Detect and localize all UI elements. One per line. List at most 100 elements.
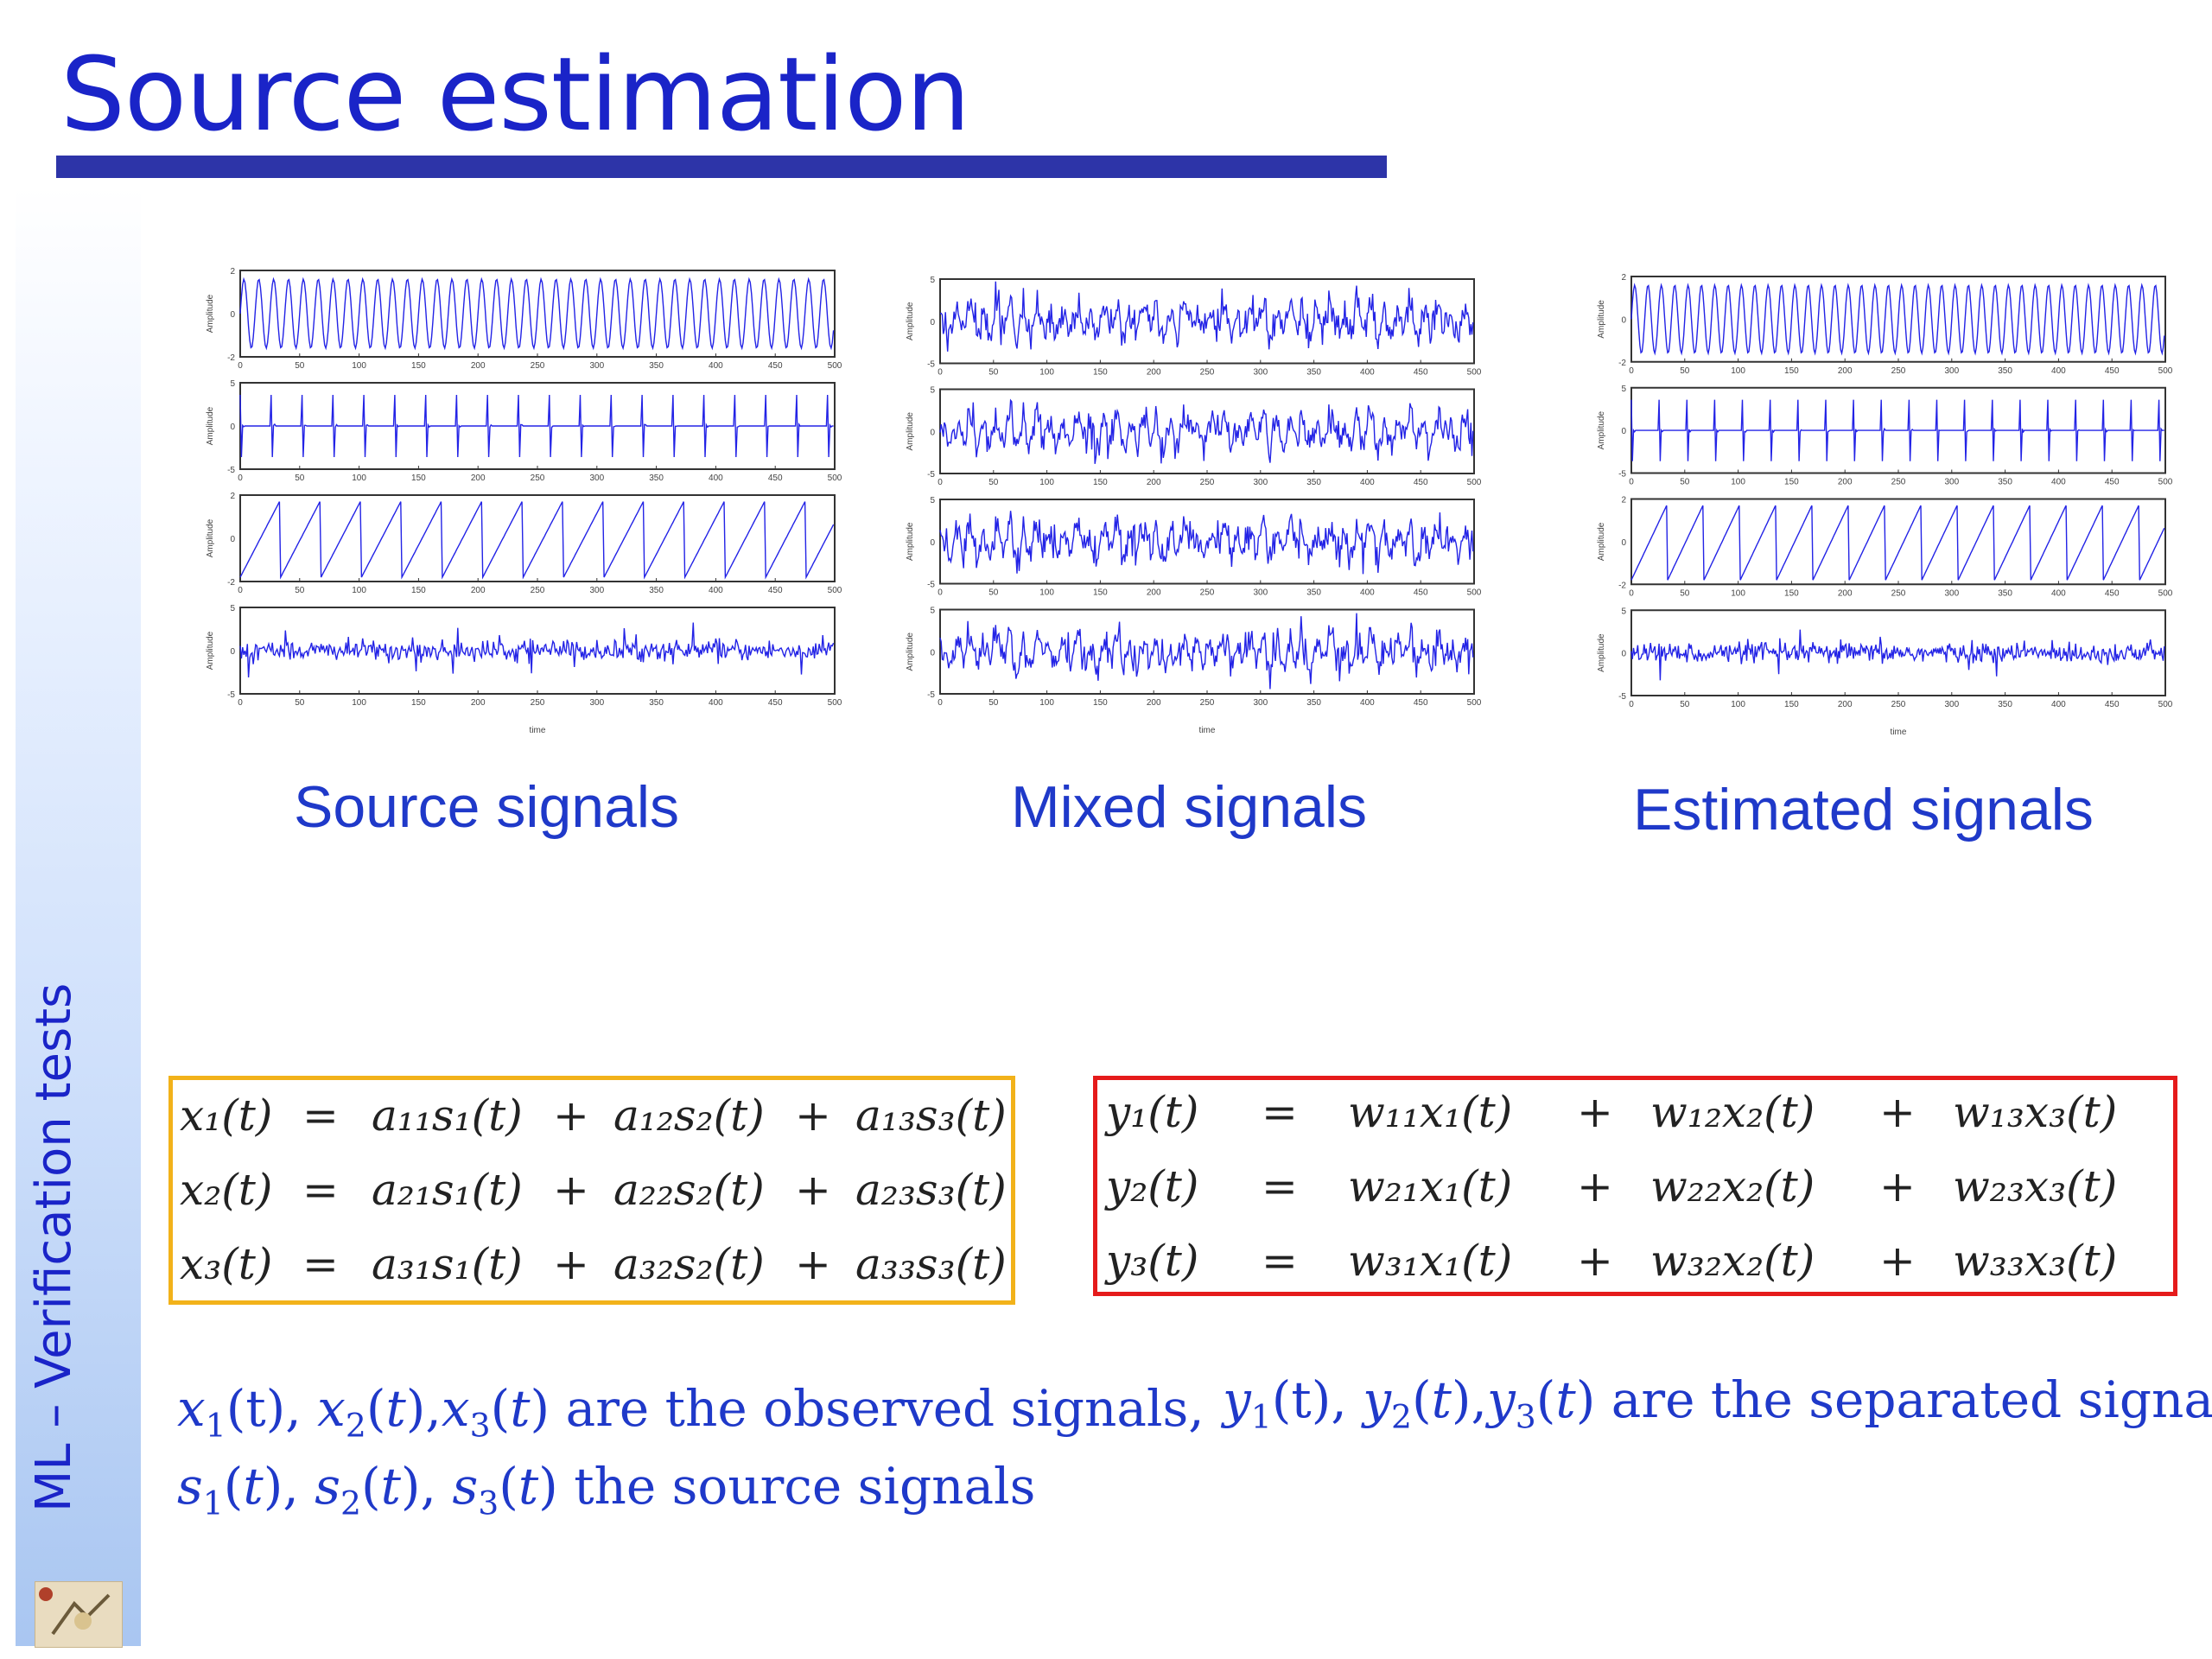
xtick-label: 150: [1093, 588, 1108, 598]
xtick-label: 150: [1093, 698, 1108, 708]
xtick-label: 400: [1360, 588, 1375, 598]
ytick-label: -5: [927, 581, 935, 590]
xtick-label: 400: [709, 361, 723, 371]
xtick-label: 350: [1306, 698, 1321, 708]
xtick-label: 450: [1414, 478, 1428, 487]
observed-line-2-text: the source signals: [557, 1456, 1036, 1516]
ytick-label: 2: [230, 492, 235, 501]
ylabel: Amplitude: [1597, 522, 1606, 561]
mixed-signals-caption: Mixed signals: [1011, 774, 1367, 840]
xtick-label: 450: [2105, 478, 2120, 487]
xtick-label: 250: [1891, 366, 1906, 376]
separation-eq-term: w₂₃x₃(t): [1953, 1161, 2118, 1211]
xtick-label: 200: [1838, 588, 1853, 598]
xtick-label: 100: [352, 698, 366, 708]
xtick-label: 200: [471, 474, 486, 483]
separation-eq-term: +: [1577, 1236, 1613, 1286]
xtick-label: 350: [649, 586, 664, 595]
mixing-eq-term: a₁₃s₃(t): [855, 1090, 1007, 1141]
estimated-signals-figure: Amplitude -2 0 2 0 50 100 150 200 250 300 350 400 450…: [1590, 270, 2177, 736]
xtick-label: 100: [1731, 366, 1745, 376]
signal-line: [939, 281, 1474, 352]
ytick-label: -5: [927, 470, 935, 480]
xtick-label: 100: [1731, 478, 1745, 487]
xtick-label: 50: [1680, 366, 1690, 376]
separation-eq-term: y₃(t): [1106, 1236, 1199, 1286]
axes-frame: [239, 494, 836, 582]
ytick-label: 5: [1621, 607, 1626, 616]
xtick-label: 400: [1360, 478, 1375, 487]
xtick-label: 300: [1253, 588, 1268, 598]
xtick-label: 400: [709, 698, 723, 708]
ylabel: Amplitude: [206, 518, 215, 557]
mixing-eq-term: +: [795, 1090, 831, 1141]
xtick-label: 50: [295, 361, 305, 371]
ytick-label: -2: [1618, 581, 1626, 590]
xtick-label: 250: [1891, 700, 1906, 709]
xtick-label: 0: [1629, 366, 1634, 376]
xtick-label: 300: [1253, 368, 1268, 378]
ytick-label: 0: [230, 647, 235, 657]
xtick-label: 150: [1784, 700, 1799, 709]
xtick-label: 250: [1200, 698, 1215, 708]
xtick-label: 150: [411, 698, 426, 708]
xtick-label: 0: [238, 586, 243, 595]
mixing-eq-term: a₁₂s₂(t): [613, 1090, 765, 1141]
signal-line: [939, 398, 1474, 464]
xtick-label: 250: [531, 586, 545, 595]
xtick-label: 50: [295, 586, 305, 595]
xtick-label: 450: [768, 361, 783, 371]
ylabel: Amplitude: [906, 412, 915, 451]
xtick-label: 450: [1414, 698, 1428, 708]
xtick-label: 350: [649, 361, 664, 371]
signal-line: [1630, 399, 2164, 461]
side-label: ML – Verification tests: [26, 982, 82, 1512]
xtick-label: 50: [1680, 588, 1690, 598]
mixing-equations-box: x₁(t) = a₁₁s₁(t) + a₁₂s₂(t) + a₁₃s₃(t) x₂(t) = a₂…: [168, 1076, 1015, 1305]
xtick-label: 250: [531, 361, 545, 371]
separation-eq-term: w₃₃x₃(t): [1953, 1236, 2118, 1286]
mixing-eq-term: a₂₂s₂(t): [613, 1165, 765, 1215]
mixing-eq-term: a₂₃s₃(t): [855, 1165, 1007, 1215]
ytick-label: 0: [930, 318, 935, 327]
mixing-eq-term: x₁(t): [180, 1090, 273, 1141]
xtick-label: 0: [938, 368, 943, 378]
xtick-label: 400: [2051, 478, 2066, 487]
xtick-label: 150: [1784, 478, 1799, 487]
xtick-label: 150: [1093, 478, 1108, 487]
xtick-label: 200: [1147, 478, 1161, 487]
axes-frame: [939, 608, 1475, 695]
ylabel: Amplitude: [1597, 410, 1606, 449]
separation-eq-term: y₂(t): [1106, 1161, 1199, 1211]
xtick-label: 500: [2158, 700, 2173, 709]
xtick-label: 250: [1200, 478, 1215, 487]
separation-eq-term: w₁₂x₂(t): [1650, 1087, 1815, 1137]
xtick-label: 100: [352, 361, 366, 371]
xtick-label: 300: [589, 698, 604, 708]
observed-line-1: x1(t), x2(t),x3(t) are the observed sign…: [177, 1379, 1205, 1445]
xtick-label: 250: [1200, 368, 1215, 378]
ytick-label: 5: [930, 386, 935, 396]
xtick-label: 150: [1093, 368, 1108, 378]
slide-title: Source estimation: [60, 35, 970, 154]
xtick-label: 500: [1467, 588, 1482, 598]
xtick-label: 100: [1731, 588, 1745, 598]
xtick-label: 50: [988, 698, 999, 708]
separated-text: are the separated signals: [1595, 1370, 2212, 1429]
mixing-eq-term: a₂₁s₁(t): [372, 1165, 523, 1215]
separation-eq-term: =: [1262, 1236, 1298, 1286]
ytick-label: 2: [1621, 273, 1626, 283]
xtick-label: 400: [1360, 698, 1375, 708]
xtick-label: 300: [1253, 478, 1268, 487]
mixing-eq-term: +: [553, 1239, 589, 1289]
xtick-label: 200: [471, 698, 486, 708]
mixing-eq-term: a₃₂s₂(t): [613, 1239, 765, 1289]
mixing-eq-term: x₂(t): [180, 1165, 273, 1215]
xtick-label: 500: [828, 698, 842, 708]
separation-eq-term: w₃₁x₁(t): [1348, 1236, 1513, 1286]
xtick-label: 350: [1998, 366, 2012, 376]
xtick-label: 300: [589, 474, 604, 483]
